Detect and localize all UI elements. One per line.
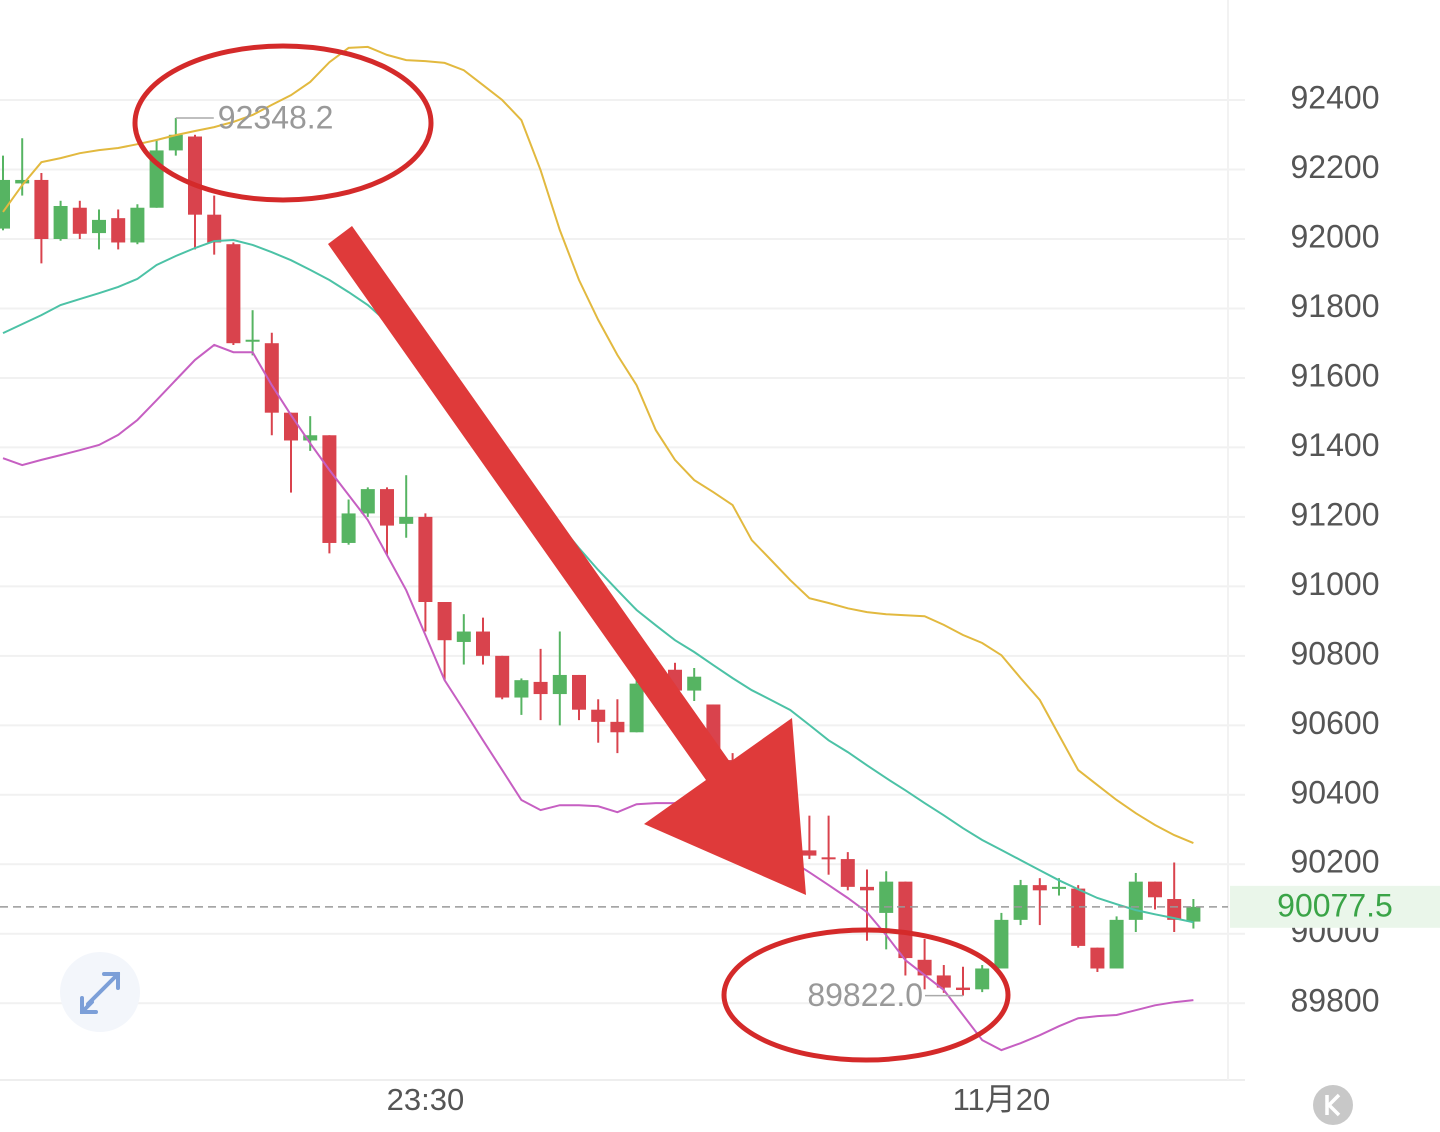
candle-body: [1167, 899, 1182, 920]
y-tick-label: 92200: [1291, 149, 1380, 185]
x-tick-label: 11月20: [953, 1082, 1051, 1117]
k-icon: [1325, 1093, 1341, 1117]
y-tick-label: 91000: [1291, 566, 1380, 602]
candle-body: [437, 602, 452, 641]
candle-body: [1071, 888, 1086, 946]
grid-layer: 8980090000902009040090600908009100091200…: [0, 79, 1379, 1117]
y-tick-label: 90400: [1291, 774, 1380, 810]
candle-body: [456, 631, 471, 642]
candle-body: [130, 207, 145, 243]
markup-layer: [60, 43, 1353, 1125]
y-tick-label: 91400: [1291, 427, 1380, 463]
min-label: 89822.0: [807, 977, 923, 1013]
candle-body: [629, 683, 644, 733]
candle-body: [879, 881, 894, 913]
candle-body: [514, 680, 529, 698]
candle-body: [840, 859, 855, 887]
candle-body: [821, 857, 836, 860]
candle-body: [168, 134, 183, 151]
candle-body: [975, 968, 990, 990]
y-tick-label: 90800: [1291, 635, 1380, 671]
candle-body: [53, 205, 68, 239]
x-tick-label: 23:30: [387, 1082, 465, 1117]
max-label: 92348.2: [218, 99, 334, 135]
band-layer: [2, 45, 1194, 1052]
candle-body: [0, 179, 10, 229]
candle-body: [1128, 881, 1143, 920]
candle-body: [226, 244, 241, 344]
y-tick-label: 92000: [1291, 218, 1380, 254]
candle-body: [264, 343, 279, 413]
candle-body: [956, 987, 970, 991]
candle-body: [322, 435, 337, 543]
candle-body: [92, 219, 106, 234]
price-layer: 90077.5: [0, 885, 1440, 928]
y-tick-label: 91200: [1291, 496, 1380, 532]
annotation-layer: 92348.2 89822.0: [175, 99, 963, 1013]
candle-body: [399, 516, 414, 524]
highlight-ellipse: [132, 43, 434, 203]
last-price-label: 90077.5: [1277, 887, 1393, 923]
candle-body: [994, 919, 1009, 969]
candle-body: [418, 516, 433, 603]
band-line: [2, 45, 1194, 845]
candle-body: [15, 179, 30, 184]
candle-body: [72, 207, 87, 234]
candle-body: [303, 435, 318, 441]
candle-body: [1032, 885, 1047, 891]
band-line: [2, 343, 1194, 1052]
candle-body: [188, 136, 202, 215]
candle-body: [898, 881, 913, 959]
candle-body: [687, 676, 702, 691]
candle-body: [1109, 919, 1124, 969]
band-line: [2, 238, 1194, 924]
y-tick-label: 91600: [1291, 357, 1380, 393]
candle-body: [917, 959, 932, 976]
candle-body: [860, 886, 874, 891]
y-tick-label: 90600: [1291, 705, 1380, 741]
candle-body: [111, 218, 126, 243]
candle-body: [552, 674, 567, 695]
trend-arrow: [328, 226, 806, 895]
y-tick-label: 89800: [1291, 983, 1380, 1019]
candle-body: [572, 674, 586, 710]
y-tick-label: 90200: [1291, 844, 1380, 880]
y-tick-label: 91800: [1291, 288, 1380, 324]
candle-body: [380, 489, 394, 526]
candle-body: [1186, 906, 1201, 922]
candle-body: [936, 975, 951, 988]
candle-body: [341, 513, 356, 543]
candle-body: [495, 655, 510, 698]
expand-icon: [80, 972, 120, 1014]
candle-body: [1090, 947, 1105, 969]
last-price-box: [1230, 885, 1440, 928]
k-button[interactable]: [1313, 1085, 1353, 1125]
candle-body: [802, 850, 817, 856]
candle-body: [533, 681, 548, 695]
candle-body: [610, 721, 625, 733]
candle-body: [34, 179, 49, 239]
candle-body: [591, 709, 606, 722]
candle-body: [360, 489, 375, 514]
highlight-ellipse: [721, 927, 1011, 1063]
candle-body: [245, 339, 260, 342]
candle-body: [207, 214, 222, 243]
candle-body: [1148, 881, 1162, 898]
candle-body: [1013, 885, 1028, 920]
candle-body: [476, 631, 490, 656]
y-tick-label: 92400: [1291, 79, 1380, 115]
candle-body: [1052, 886, 1066, 889]
